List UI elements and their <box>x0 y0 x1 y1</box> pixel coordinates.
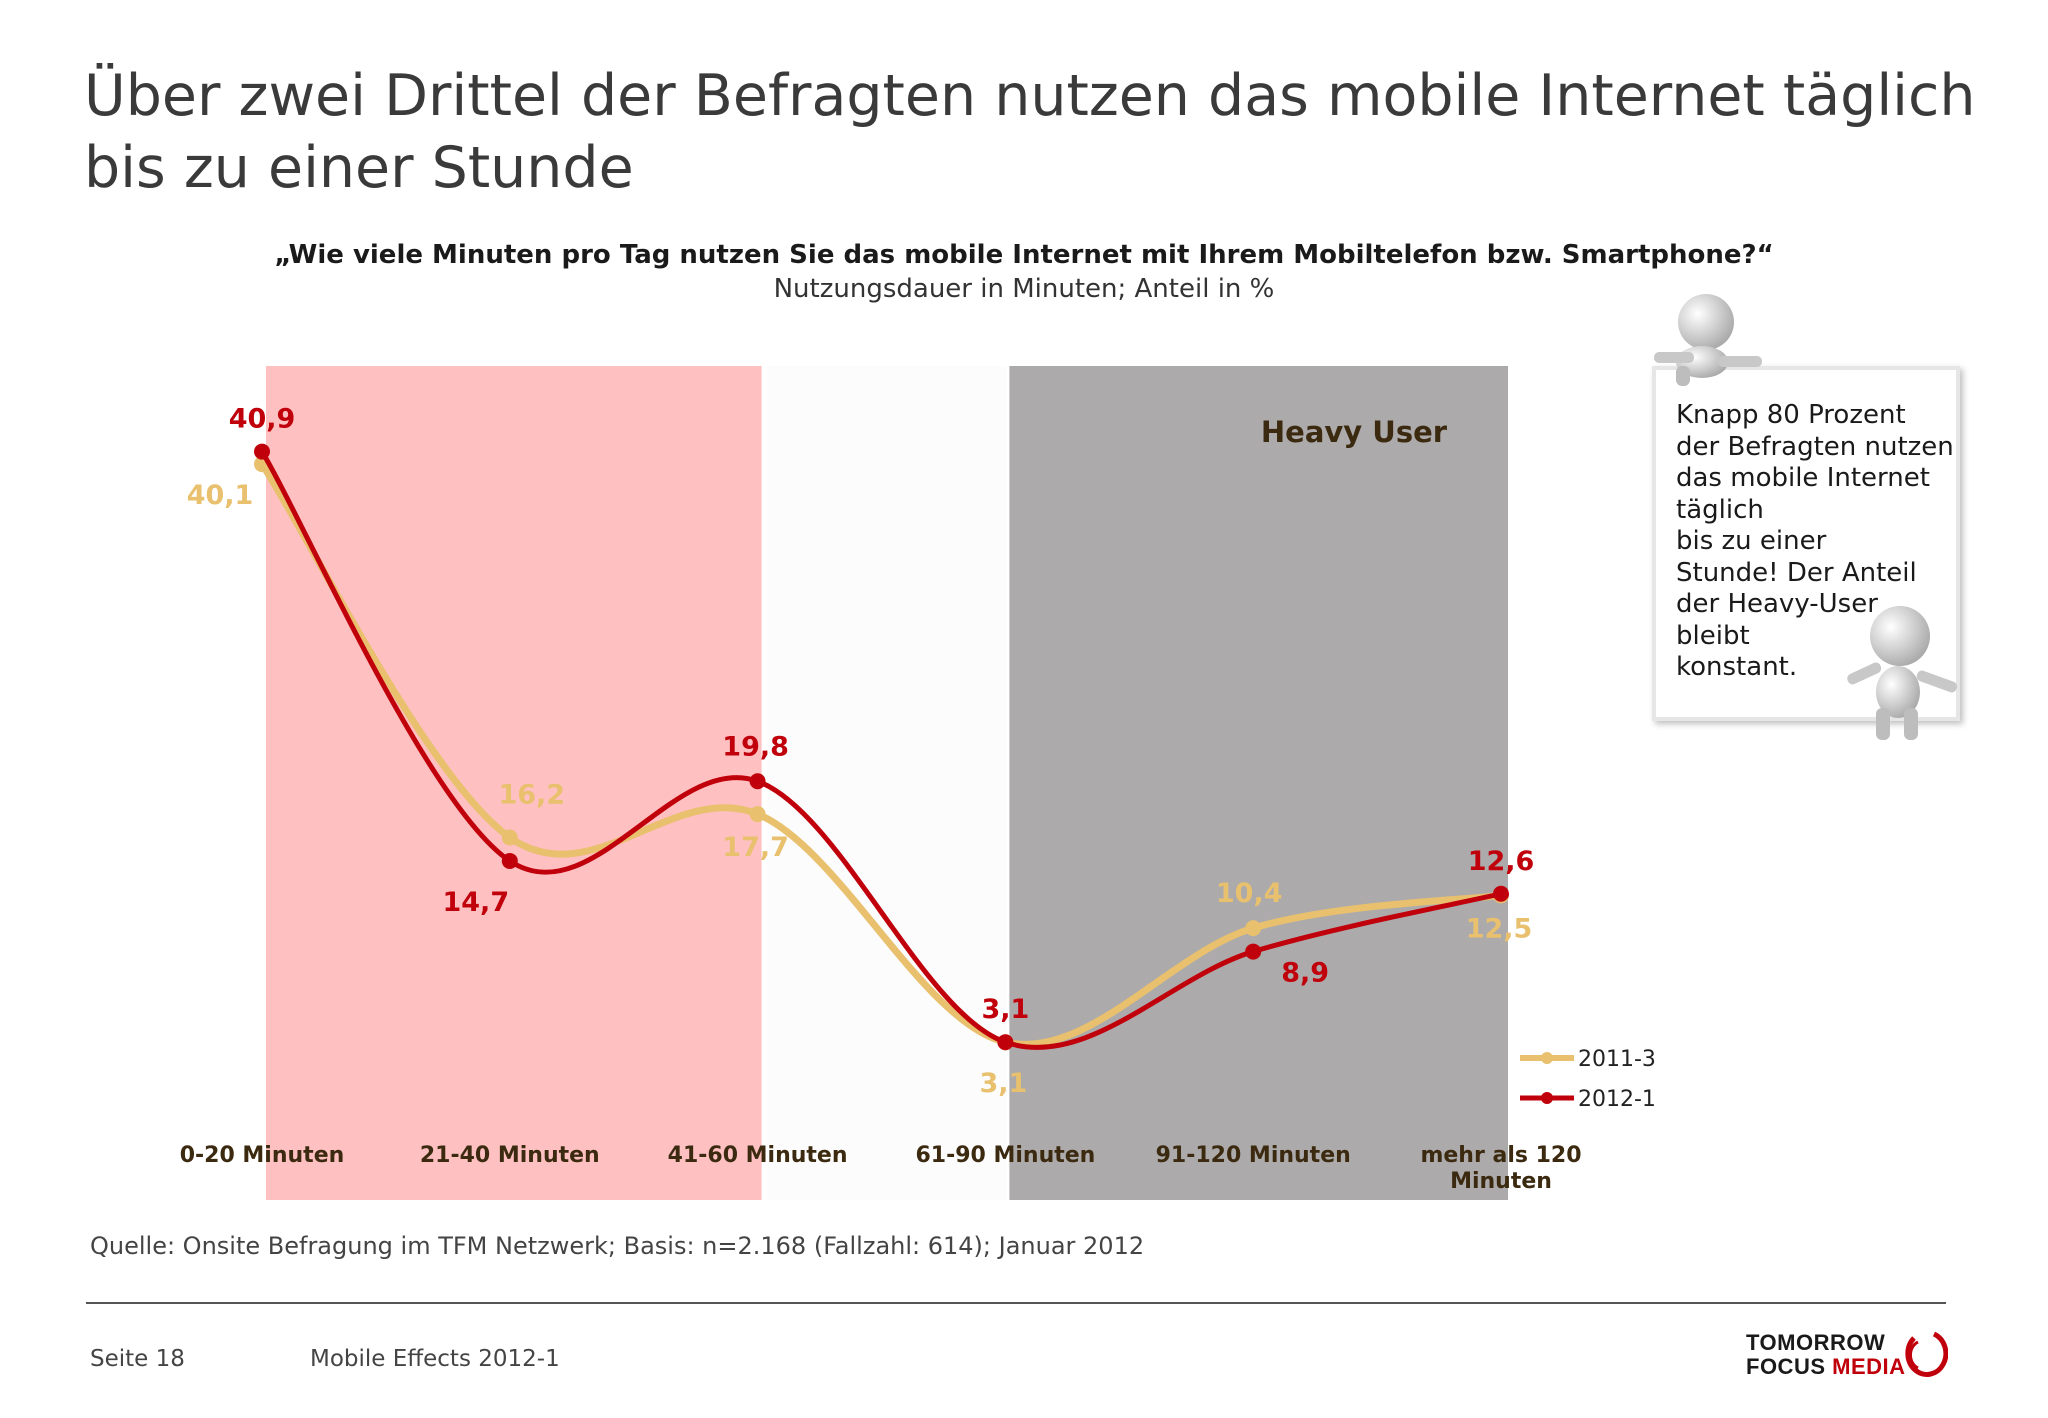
legend-marker-2011-3 <box>1541 1052 1553 1064</box>
footer-divider <box>86 1302 1946 1304</box>
legend-label-2011-3: 2011-3 <box>1578 1047 1656 1072</box>
data-label-2012-1-5: 12,6 <box>1468 846 1535 877</box>
company-logo: TOMORROW FOCUS MEDIA <box>1746 1330 1948 1380</box>
data-point-2011-3-2 <box>749 806 766 823</box>
callout-text: Knapp 80 Prozent der Befragten nutzen da… <box>1676 400 1954 682</box>
x-tick-label-5: mehr als 120 Minuten <box>1420 1143 1581 1194</box>
data-point-2012-1-3 <box>997 1034 1014 1051</box>
data-point-2011-3-1 <box>501 829 518 846</box>
data-label-2011-3-5: 12,5 <box>1466 913 1533 944</box>
data-label-2012-1-1: 14,7 <box>442 887 509 918</box>
data-label-2011-3-0: 40,1 <box>187 480 254 511</box>
chart-title: „Wie viele Minuten pro Tag nutzen Sie da… <box>274 240 1774 270</box>
data-point-2012-1-4 <box>1245 943 1262 960</box>
figure-bottom-icon <box>1847 606 1958 740</box>
page-number: Seite 18 <box>90 1346 185 1372</box>
data-point-2012-1-1 <box>501 852 518 869</box>
highlight-band-0 <box>266 366 762 1200</box>
data-label-2011-3-1: 16,2 <box>498 780 565 811</box>
data-point-2011-3-4 <box>1245 920 1262 937</box>
data-label-2012-1-2: 19,8 <box>722 731 789 762</box>
x-tick-label-2: 41-60 Minuten <box>668 1143 848 1168</box>
page-title: Über zwei Drittel der Befragten nutzen d… <box>84 63 1976 201</box>
data-label-2012-1-3: 3,1 <box>981 994 1029 1025</box>
data-point-2012-1-0 <box>254 443 270 460</box>
document-name: Mobile Effects 2012-1 <box>310 1346 560 1372</box>
logo-mark-icon <box>1905 1331 1948 1377</box>
highlight-band-1 <box>1009 366 1508 1200</box>
source-note: Quelle: Onsite Befragung im TFM Netzwerk… <box>90 1232 1145 1260</box>
plot-area-gap <box>767 366 1007 1200</box>
legend-label-2012-1: 2012-1 <box>1578 1087 1656 1112</box>
chart-subtitle: Nutzungsdauer in Minuten; Anteil in % <box>773 274 1275 304</box>
x-tick-label-4: 91-120 Minuten <box>1156 1143 1351 1168</box>
data-point-2012-1-5 <box>1493 885 1509 902</box>
figure-top-icon <box>1654 294 1762 386</box>
data-label-2011-3-2: 17,7 <box>722 832 789 863</box>
x-tick-label-1: 21-40 Minuten <box>420 1143 600 1168</box>
data-point-2012-1-2 <box>749 773 766 790</box>
band-label: Heavy User <box>1261 415 1448 449</box>
x-tick-label-3: 61-90 Minuten <box>915 1143 1095 1168</box>
data-label-2012-1-4: 8,9 <box>1281 958 1329 989</box>
data-label-2011-3-4: 10,4 <box>1216 878 1283 909</box>
data-label-2011-3-3: 3,1 <box>979 1068 1027 1099</box>
data-label-2012-1-0: 40,9 <box>229 404 296 435</box>
x-tick-label-0: 0-20 Minuten <box>180 1143 345 1168</box>
legend-marker-2012-1 <box>1541 1092 1553 1104</box>
